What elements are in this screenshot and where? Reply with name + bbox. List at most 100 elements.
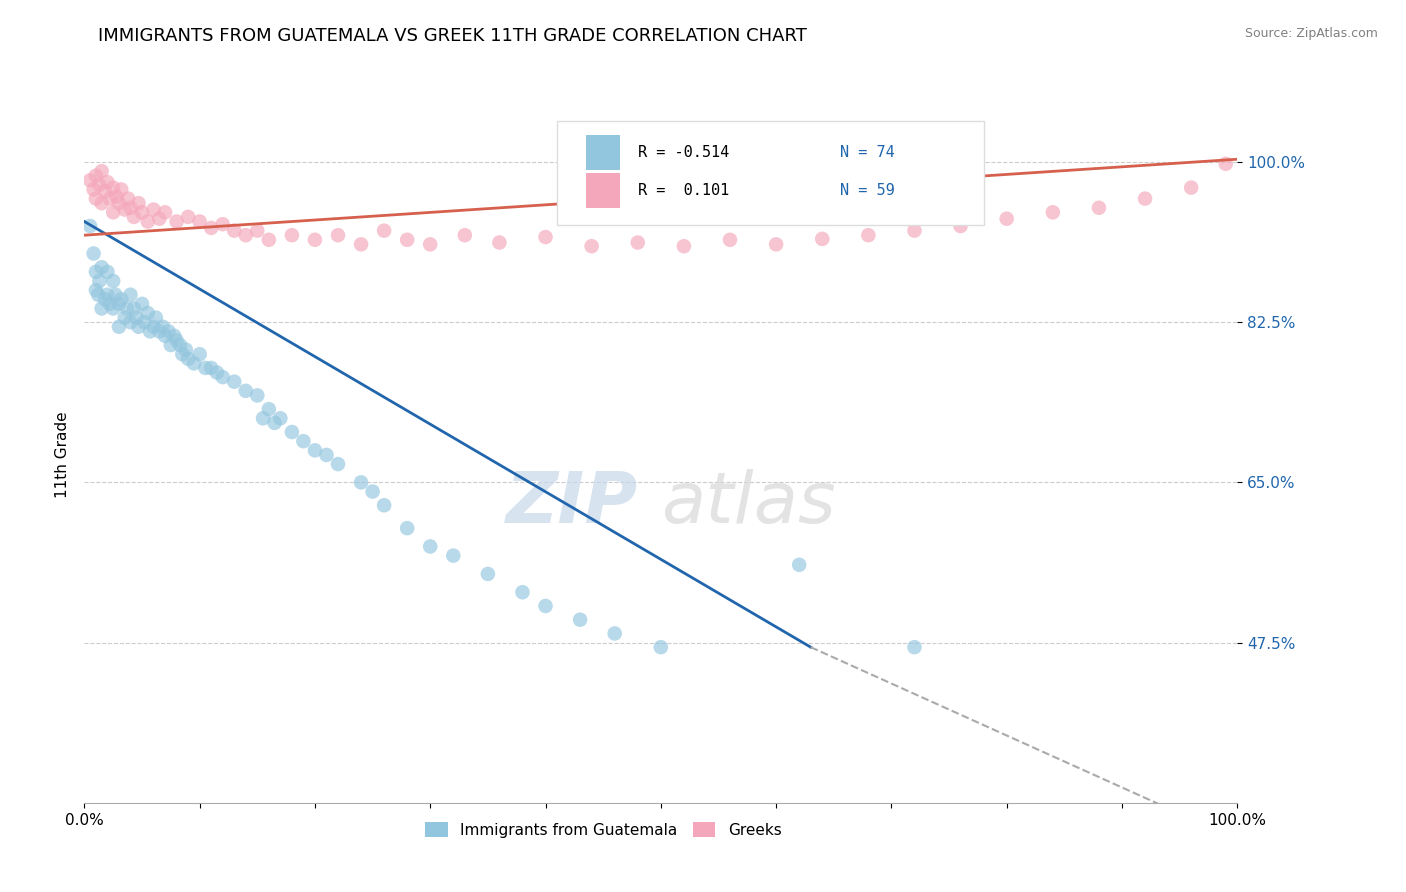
Point	[787, 558, 810, 572]
Point	[477, 566, 499, 581]
Point	[315, 448, 337, 462]
Point	[174, 343, 197, 357]
Point	[995, 211, 1018, 226]
Point	[83, 182, 105, 196]
Point	[83, 246, 105, 260]
Point	[117, 192, 139, 206]
Point	[108, 196, 131, 211]
Point	[96, 265, 118, 279]
Point	[89, 274, 111, 288]
Point	[128, 196, 150, 211]
Point	[115, 301, 138, 316]
Point	[169, 338, 191, 352]
Point	[94, 184, 117, 198]
Point	[858, 228, 880, 243]
Point	[136, 214, 159, 228]
Point	[672, 239, 695, 253]
Point	[152, 319, 174, 334]
Point	[84, 192, 107, 206]
Point	[534, 230, 557, 244]
Point	[257, 233, 280, 247]
Point	[90, 301, 112, 316]
Point	[211, 217, 233, 231]
Point	[79, 173, 101, 187]
Text: R = -0.514: R = -0.514	[638, 145, 730, 160]
Point	[581, 239, 603, 253]
Point	[650, 640, 672, 655]
Point	[373, 224, 395, 238]
Point	[96, 175, 118, 189]
Point	[419, 540, 441, 554]
Point	[114, 310, 136, 325]
Point	[188, 347, 211, 361]
Point	[108, 297, 131, 311]
Point	[90, 196, 112, 211]
Point	[396, 233, 419, 247]
Point	[200, 360, 222, 375]
Point	[188, 214, 211, 228]
Point	[160, 338, 183, 352]
Point	[350, 475, 373, 490]
Point	[326, 457, 349, 471]
Point	[281, 228, 304, 243]
Point	[441, 549, 464, 563]
Point	[235, 384, 257, 398]
Point	[128, 319, 150, 334]
Point	[94, 293, 117, 307]
Text: Source: ZipAtlas.com: Source: ZipAtlas.com	[1244, 27, 1378, 40]
Point	[488, 235, 510, 250]
Point	[114, 202, 136, 217]
Point	[105, 190, 128, 204]
Point	[200, 220, 222, 235]
Point	[603, 626, 626, 640]
Point	[326, 228, 349, 243]
Point	[139, 324, 162, 338]
Point	[811, 232, 834, 246]
Point	[120, 201, 142, 215]
Point	[534, 599, 557, 613]
Point	[98, 297, 121, 311]
Point	[131, 297, 153, 311]
Point	[145, 310, 167, 325]
Point	[194, 360, 217, 375]
Point	[142, 202, 165, 217]
Point	[89, 178, 111, 192]
Y-axis label: 11th Grade: 11th Grade	[55, 411, 70, 499]
Point	[103, 180, 124, 194]
Point	[183, 356, 205, 370]
Point	[252, 411, 274, 425]
Point	[153, 205, 176, 219]
FancyBboxPatch shape	[586, 173, 620, 208]
Text: N = 74: N = 74	[839, 145, 894, 160]
Point	[131, 205, 153, 219]
Point	[163, 329, 186, 343]
Point	[148, 324, 170, 338]
Point	[103, 205, 124, 219]
Point	[1088, 201, 1111, 215]
Point	[148, 211, 170, 226]
Point	[281, 425, 304, 439]
Point	[84, 283, 107, 297]
Point	[419, 237, 441, 252]
Point	[1042, 205, 1064, 219]
Point	[166, 334, 188, 348]
Point	[949, 219, 972, 233]
Point	[627, 235, 650, 250]
Point	[96, 287, 118, 301]
Point	[153, 329, 176, 343]
Point	[177, 351, 200, 366]
Point	[122, 210, 145, 224]
Legend: Immigrants from Guatemala, Greeks: Immigrants from Guatemala, Greeks	[419, 815, 787, 844]
Point	[177, 210, 200, 224]
Point	[373, 498, 395, 512]
Point	[98, 192, 121, 206]
Point	[125, 310, 148, 325]
Point	[765, 237, 787, 252]
Text: R =  0.101: R = 0.101	[638, 183, 730, 198]
FancyBboxPatch shape	[557, 121, 984, 226]
Point	[84, 169, 107, 183]
Point	[211, 370, 233, 384]
Point	[350, 237, 373, 252]
Point	[396, 521, 419, 535]
Point	[1180, 180, 1202, 194]
